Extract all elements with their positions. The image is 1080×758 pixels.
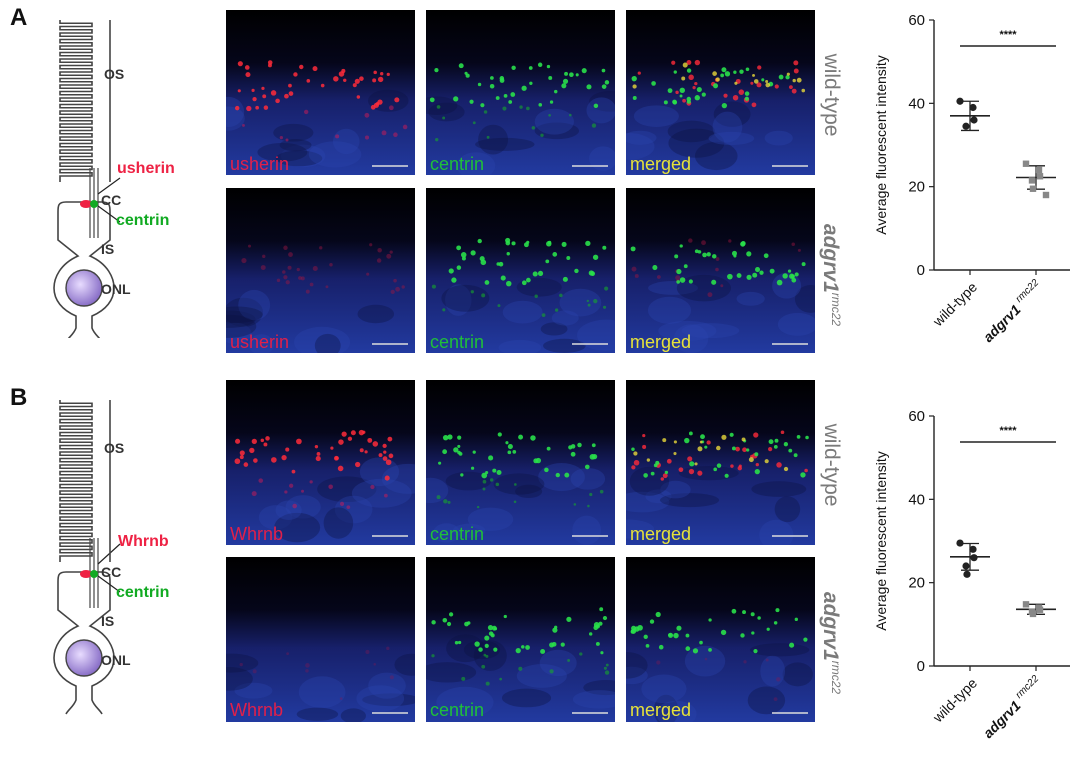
y-tick-label: 20 (908, 575, 925, 592)
label-is-a: IS (101, 241, 115, 257)
y-axis-label: Average fluorescent intensity (873, 55, 889, 235)
data-point (1042, 191, 1050, 199)
micrograph-a-mut-red (226, 188, 415, 353)
y-tick-label: 60 (908, 12, 925, 29)
data-point (969, 103, 977, 112)
nucleus-icon (65, 639, 103, 677)
micrograph-a-wt-red (226, 10, 415, 175)
channel-label-b-wt-merged: merged (630, 524, 692, 544)
channel-label-a-mut-green: centrin (430, 332, 485, 352)
micrograph-a-wt-green (426, 10, 615, 175)
micrograph-a-wt-merged (626, 10, 815, 175)
channel-label-b-mut-green: centrin (430, 700, 485, 720)
y-axis-label: Average fluorescent intensity (873, 451, 889, 631)
x-tick-label: wild-type (929, 279, 980, 330)
y-tick-label: 60 (908, 408, 925, 425)
data-point (956, 539, 964, 547)
x-tick-label: wild-type (929, 675, 980, 726)
label-protein-green-b: centrin (116, 584, 170, 601)
x-tick-sup: rmc22 (1014, 673, 1042, 701)
nucleus-icon (65, 269, 103, 307)
genotype-sup: rmc22 (829, 292, 843, 327)
genotype-label-b-wt: wild-type (820, 423, 843, 507)
channel-label-b-mut-red: Whrnb (230, 700, 284, 720)
label-os-b: OS (104, 440, 125, 456)
y-tick-label: 40 (908, 95, 925, 112)
data-point (1022, 601, 1030, 608)
genotype-name: adgrv1 (819, 223, 842, 293)
data-point (963, 570, 971, 578)
centrin-marker-icon (90, 570, 98, 578)
micrograph-b-wt-red (226, 380, 415, 545)
centrin-marker-icon (90, 200, 98, 208)
channel-label-b-wt-red: Whrnb (230, 524, 284, 544)
micrograph-b-mut-green (426, 557, 615, 722)
data-point (1036, 606, 1044, 613)
label-protein-red-b: Whrnb (118, 533, 169, 550)
data-point (956, 97, 964, 105)
data-point (962, 122, 970, 130)
channel-label-a-wt-green: centrin (430, 154, 485, 174)
micrograph-a-mut-merged (626, 188, 815, 353)
label-os-a: OS (104, 66, 125, 82)
significance-label: **** (999, 29, 1017, 41)
channel-label-b-wt-green: centrin (430, 524, 485, 544)
whrnb-marker-icon (80, 570, 92, 578)
label-protein-green-a: centrin (116, 212, 170, 229)
data-point (970, 116, 978, 124)
x-tick-sup: rmc22 (1014, 277, 1042, 305)
data-point (1029, 185, 1037, 192)
photoreceptor-diagram-a (18, 8, 198, 338)
micrograph-b-wt-merged (626, 380, 815, 545)
y-tick-label: 40 (908, 491, 925, 508)
data-point (1022, 160, 1030, 167)
data-point (1029, 610, 1037, 618)
chart-b: Average fluorescent intensity 0 20 40 60 ****… (872, 404, 1077, 754)
panel-letter-b: B (10, 384, 28, 411)
data-point (1036, 173, 1044, 180)
x-tick-label: adgrv1rmc22 (978, 277, 1046, 345)
data-point (970, 554, 978, 562)
label-protein-red-a: usherin (117, 160, 175, 177)
label-is-b: IS (101, 613, 115, 629)
genotype-sup: rmc22 (829, 660, 843, 695)
x-tick-label: adgrv1rmc22 (978, 673, 1046, 741)
genotype-label-b-mut: adgrv1rmc22 (817, 583, 843, 703)
micrograph-a-mut-green (426, 188, 615, 353)
chart-a: Average fluorescent intensity 0 20 40 60 ****… (872, 8, 1077, 358)
micrograph-b-wt-green (426, 380, 615, 545)
label-cc-a: CC (101, 192, 122, 208)
micrograph-b-mut-red (226, 557, 415, 722)
significance-label: **** (999, 425, 1017, 437)
channel-label-a-mut-red: usherin (230, 332, 290, 352)
y-tick-label: 0 (917, 658, 925, 675)
data-point (969, 545, 977, 553)
y-tick-label: 0 (917, 262, 925, 279)
data-point (962, 562, 970, 570)
label-onl-a: ONL (101, 281, 131, 297)
panel-letter-a: A (10, 4, 28, 31)
data-point (1035, 166, 1043, 174)
channel-label-b-mut-merged: merged (630, 700, 692, 720)
micrograph-b-mut-merged (626, 557, 815, 722)
y-tick-label: 20 (908, 179, 925, 196)
channel-label-a-wt-merged: merged (630, 154, 692, 174)
genotype-name: adgrv1 (819, 591, 842, 661)
genotype-label-a-wt: wild-type (820, 53, 843, 137)
photoreceptor-diagram-b (18, 388, 198, 718)
genotype-label-a-mut: adgrv1rmc22 (817, 215, 843, 335)
channel-label-a-wt-red: usherin (230, 154, 290, 174)
label-cc-b: CC (101, 564, 122, 580)
usherin-marker-icon (80, 200, 92, 208)
data-point (1028, 177, 1036, 184)
label-onl-b: ONL (101, 652, 131, 668)
channel-label-a-mut-merged: merged (630, 332, 692, 352)
